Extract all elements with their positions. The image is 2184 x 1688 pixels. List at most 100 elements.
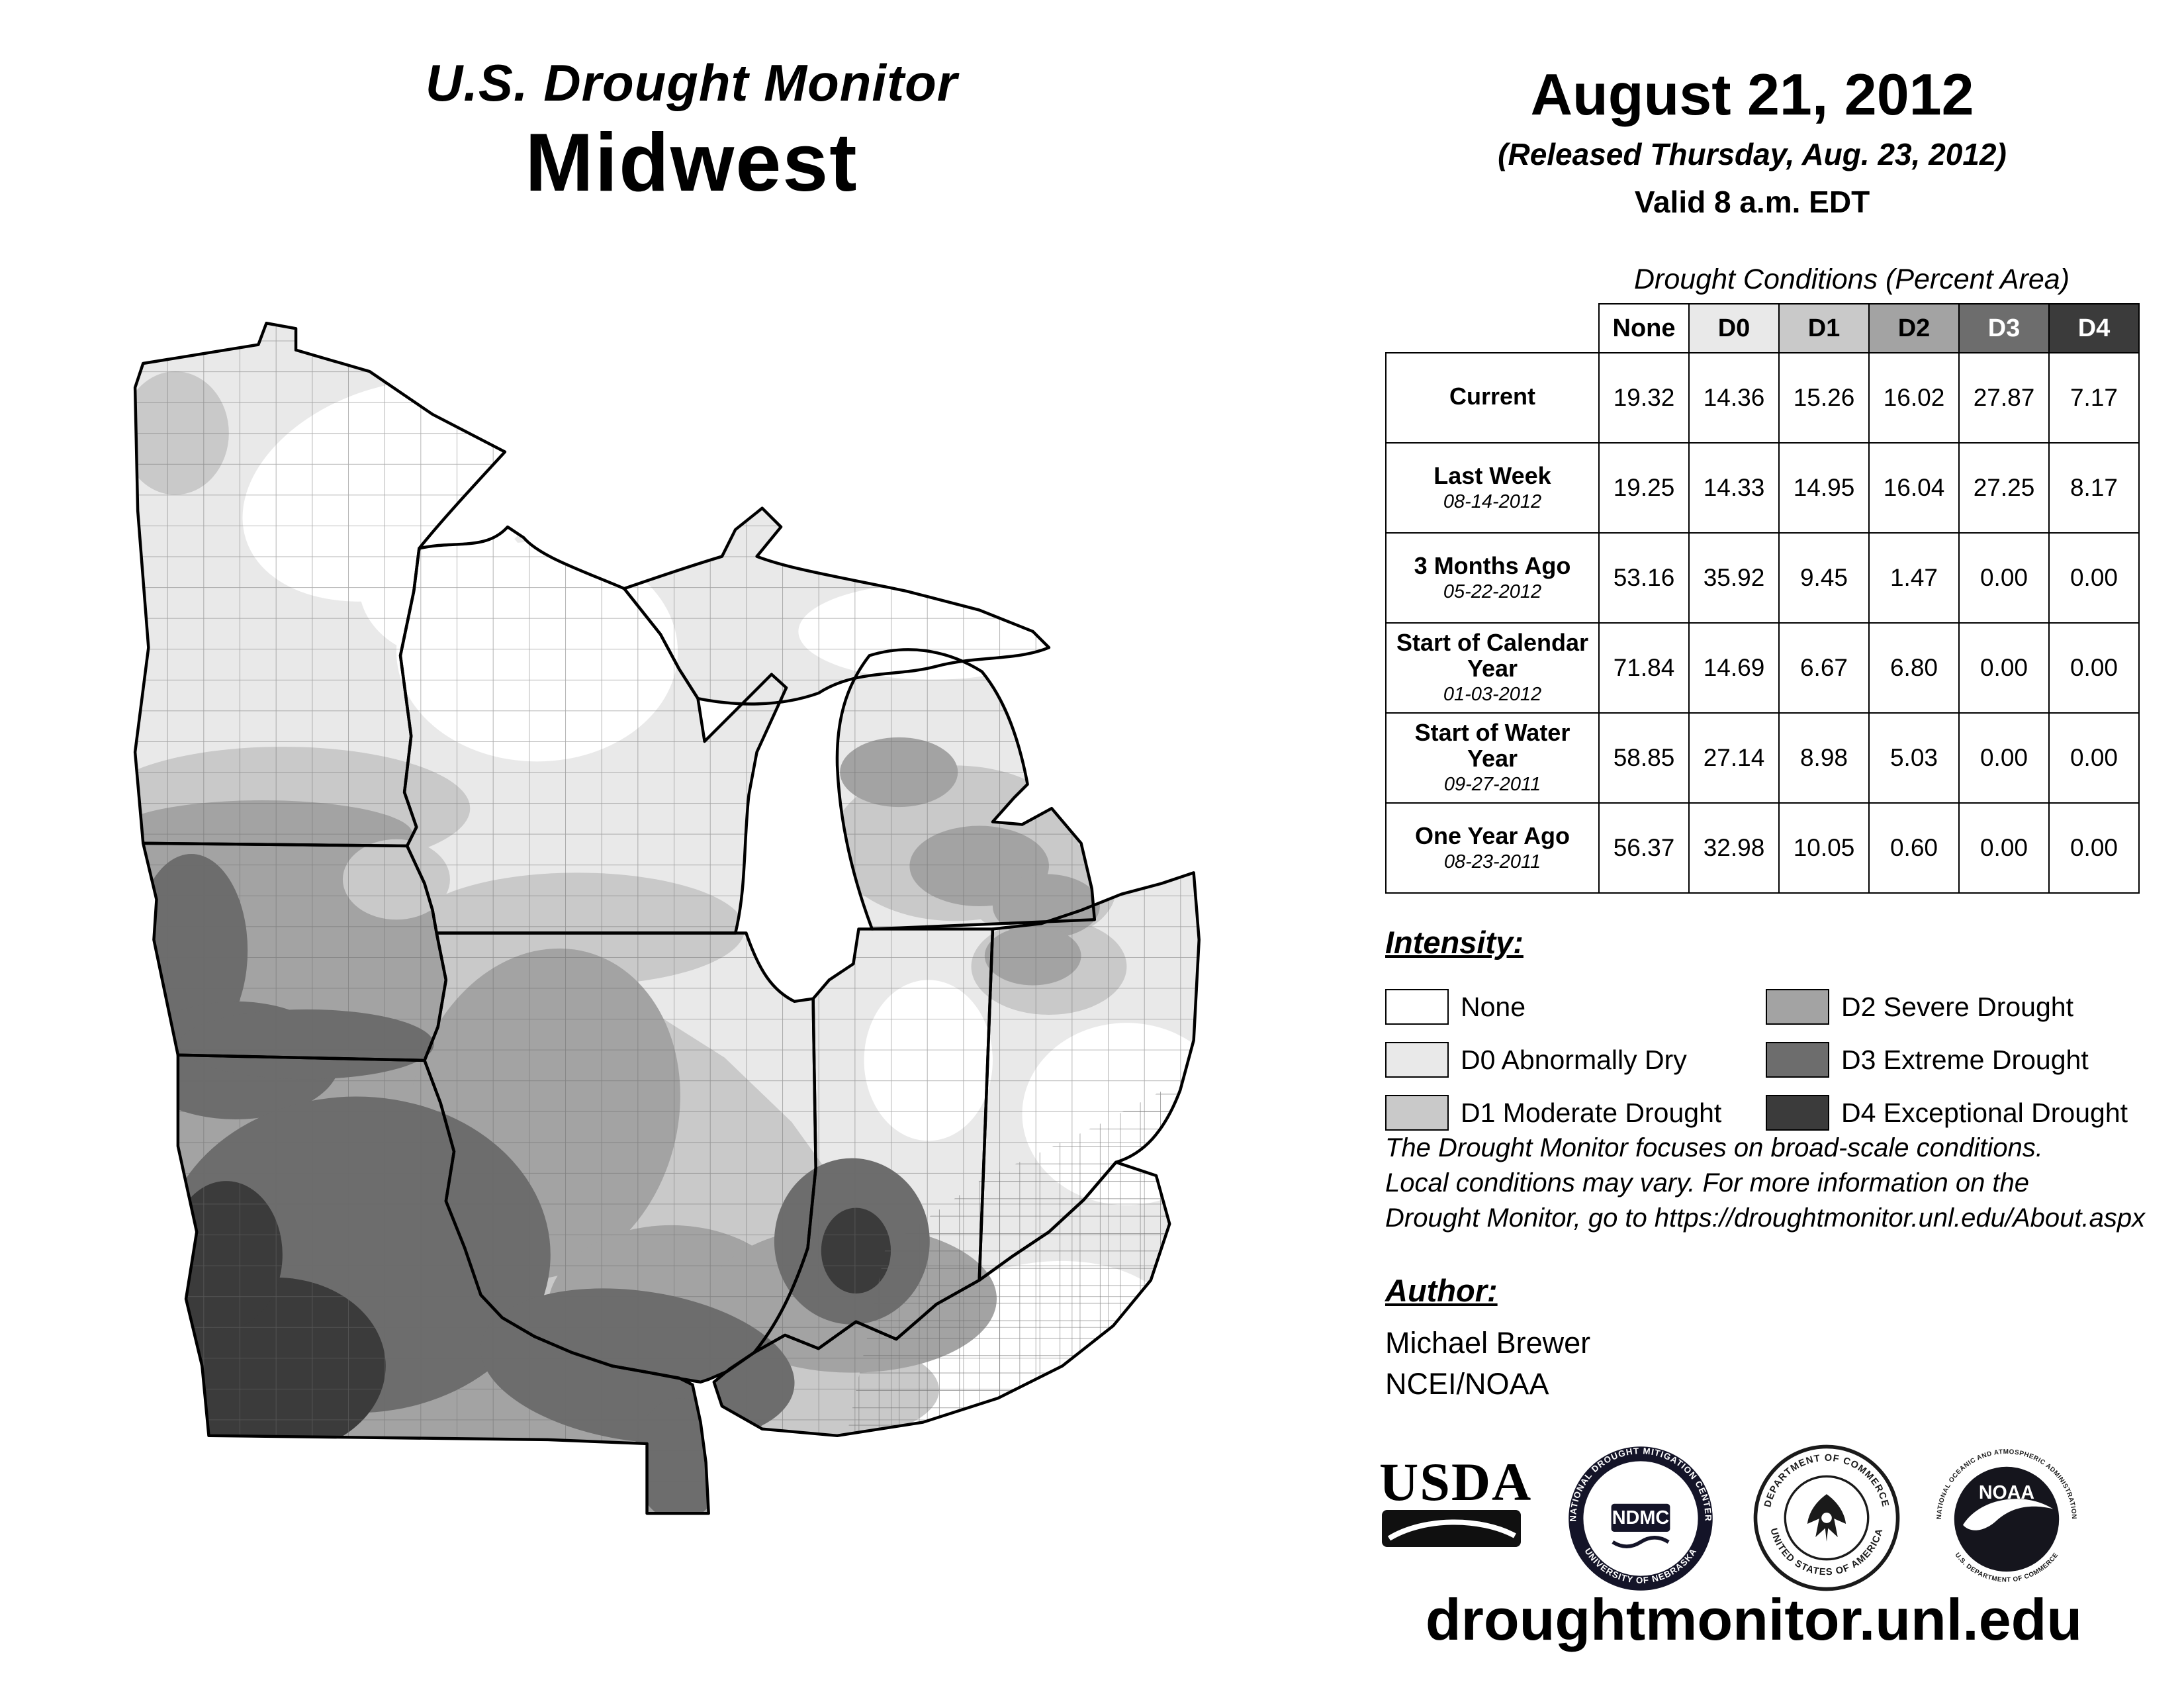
legend-swatch-d3	[1766, 1042, 1829, 1078]
column-header-d2: D2	[1868, 303, 1960, 353]
footer-url: droughtmonitor.unl.edu	[1425, 1587, 2083, 1652]
legend-item-d2: D2 Severe Drought	[1766, 989, 2140, 1025]
table-cell: 27.87	[1958, 352, 2050, 444]
row-label: Start of Water Year 09-27-2011	[1385, 712, 1600, 804]
table-cell: 0.00	[1958, 712, 2050, 804]
table-cell: 14.33	[1688, 442, 1780, 534]
column-header-d3: D3	[1958, 303, 2050, 353]
table-cell: 1.47	[1868, 532, 1960, 624]
map-date: August 21, 2012	[1530, 62, 1974, 127]
legend-grid: None D0 Abnormally Dry D1 Moderate Droug…	[1385, 980, 2140, 1139]
table-row: Start of Calendar Year 01-03-2012 71.84 1…	[1385, 622, 2140, 714]
date-block: August 21, 2012 (Released Thursday, Aug.…	[1387, 61, 2118, 220]
table-cell: 58.85	[1598, 712, 1690, 804]
table-row: Start of Water Year 09-27-2011 58.85 27.1…	[1385, 712, 2140, 804]
legend-swatch-d1	[1385, 1095, 1449, 1131]
drought-conditions-table: None D0 D1 D2 D3 D4 Current 19.32 14.36 …	[1385, 303, 2140, 894]
table-header-row: None D0 D1 D2 D3 D4	[1386, 303, 2140, 353]
valid-time: Valid 8 a.m. EDT	[1634, 185, 1870, 219]
legend-item-d1: D1 Moderate Drought	[1385, 1095, 1766, 1131]
table-cell: 19.32	[1598, 352, 1690, 444]
disclaimer-line: Drought Monitor, go to https://droughtmo…	[1385, 1203, 2146, 1233]
table-cell: 14.36	[1688, 352, 1780, 444]
column-header-none: None	[1598, 303, 1690, 353]
table-cell: 0.00	[2048, 802, 2140, 894]
table-cell: 8.98	[1778, 712, 1870, 804]
released-date: (Released Thursday, Aug. 23, 2012)	[1498, 137, 2007, 171]
noaa-bird-icon	[1963, 1499, 2054, 1530]
midwest-drought-map	[93, 310, 1250, 1664]
legend-swatch-d2	[1766, 989, 1829, 1025]
author-heading: Author:	[1385, 1273, 1498, 1308]
report-title: U.S. Drought Monitor	[425, 54, 958, 112]
table-cell: 15.26	[1778, 352, 1870, 444]
table-cell: 0.00	[1958, 532, 2050, 624]
table-cell: 14.95	[1778, 442, 1870, 534]
row-label: Start of Calendar Year 01-03-2012	[1385, 622, 1600, 714]
table-row: One Year Ago 08-23-2011 56.37 32.98 10.05…	[1385, 802, 2140, 894]
intensity-legend: Intensity: None D0 Abnormally Dry D1 Mod…	[1385, 924, 2140, 1139]
legend-swatch-d4	[1766, 1095, 1829, 1131]
author-block: Author: Michael Brewer NCEI/NOAA	[1385, 1272, 1981, 1401]
table-cell: 0.60	[1868, 802, 1960, 894]
ndmc-seal-icon: NATIONAL DROUGHT MITIGATION CENTER UNIVE…	[1568, 1446, 1713, 1591]
legend-item-d3: D3 Extreme Drought	[1766, 1042, 2140, 1078]
region-title: Midwest	[525, 117, 858, 209]
county-grid	[135, 323, 1199, 1514]
table-cell: 27.25	[1958, 442, 2050, 534]
author-name: Michael Brewer	[1385, 1326, 1591, 1360]
table-cell: 7.17	[2048, 352, 2140, 444]
legend-swatch-d0	[1385, 1042, 1449, 1078]
commerce-eagle-icon	[1807, 1494, 1846, 1542]
table-cell: 0.00	[1958, 622, 2050, 714]
table-row: Last Week 08-14-2012 19.25 14.33 14.95 16…	[1385, 442, 2140, 534]
table-cell: 0.00	[1958, 802, 2050, 894]
table-cell: 56.37	[1598, 802, 1690, 894]
table-cell: 14.69	[1688, 622, 1780, 714]
legend-title: Intensity:	[1385, 925, 1524, 960]
table-cell: 16.04	[1868, 442, 1960, 534]
disclaimer-line: The Drought Monitor focuses on broad-sca…	[1385, 1133, 2043, 1162]
table-row: Current 19.32 14.36 15.26 16.02 27.87 7.…	[1385, 352, 2140, 444]
table-cell: 27.14	[1688, 712, 1780, 804]
table-cell: 0.00	[2048, 622, 2140, 714]
table-corner-cell	[1386, 304, 1599, 353]
table-cell: 16.02	[1868, 352, 1960, 444]
row-label: 3 Months Ago 05-22-2012	[1385, 532, 1600, 624]
map-svg	[93, 310, 1250, 1664]
row-label: Last Week 08-14-2012	[1385, 442, 1600, 534]
column-header-d0: D0	[1688, 303, 1780, 353]
table-cell: 8.17	[2048, 442, 2140, 534]
row-label: Current	[1385, 352, 1600, 444]
column-header-d1: D1	[1778, 303, 1870, 353]
table-cell: 35.92	[1688, 532, 1780, 624]
table-cell: 32.98	[1688, 802, 1780, 894]
table-cell: 71.84	[1598, 622, 1690, 714]
table-cell: 6.80	[1868, 622, 1960, 714]
noaa-seal-icon: NATIONAL OCEANIC AND ATMOSPHERIC ADMINIS…	[1936, 1448, 2077, 1584]
table-cell: 5.03	[1868, 712, 1960, 804]
column-header-d4: D4	[2048, 303, 2140, 353]
title-block: U.S. Drought Monitor Midwest	[225, 53, 1158, 210]
disclaimer-line: Local conditions may vary. For more info…	[1385, 1168, 2030, 1198]
table-cell: 10.05	[1778, 802, 1870, 894]
table-cell: 9.45	[1778, 532, 1870, 624]
legend-item-d4: D4 Exceptional Drought	[1766, 1095, 2140, 1131]
table-cell: 6.67	[1778, 622, 1870, 714]
author-org: NCEI/NOAA	[1385, 1367, 1549, 1401]
commerce-seal-icon: DEPARTMENT OF COMMERCE UNITED STATES OF …	[1753, 1444, 1900, 1591]
usda-swoosh-icon	[1382, 1510, 1521, 1547]
ndmc-center-text: NDMC	[1612, 1507, 1670, 1528]
disclaimer: The Drought Monitor focuses on broad-sca…	[1385, 1131, 2153, 1237]
usda-logo: USDA	[1379, 1452, 1533, 1551]
usda-wordmark: USDA	[1379, 1452, 1533, 1512]
table-cell: 0.00	[2048, 532, 2140, 624]
table-cell: 0.00	[2048, 712, 2140, 804]
table-cell: 19.25	[1598, 442, 1690, 534]
legend-swatch-none	[1385, 989, 1449, 1025]
legend-item-d0: D0 Abnormally Dry	[1385, 1042, 1766, 1078]
table-row: 3 Months Ago 05-22-2012 53.16 35.92 9.45 …	[1385, 532, 2140, 624]
table-title: Drought Conditions (Percent Area)	[1633, 263, 2070, 295]
legend-item-none: None	[1385, 989, 1766, 1025]
